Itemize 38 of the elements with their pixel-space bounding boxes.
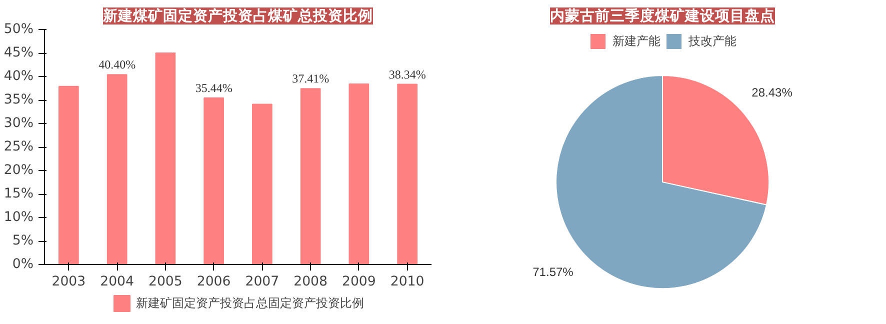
bar — [252, 104, 272, 264]
x-tick-label: 2006 — [196, 274, 231, 290]
y-tick-label: 40% — [4, 69, 34, 84]
x-tick-label: 2003 — [52, 274, 86, 290]
legend-label: 技改产能 — [688, 32, 736, 50]
bar — [58, 86, 79, 264]
y-tick-label: 30% — [4, 116, 34, 131]
chart-title: 新建煤矿固定资产投资占煤矿总投资比例 — [102, 6, 373, 24]
legend-label: 新建矿固定资产投资占总固定资产投资比例 — [136, 294, 364, 312]
legend-label: 新建产能 — [612, 32, 660, 50]
data-label: 38.34% — [388, 67, 426, 82]
x-tick-label: 2010 — [390, 274, 424, 290]
x-tick-label: 2005 — [148, 274, 182, 290]
data-label: 40.40% — [98, 58, 136, 72]
y-tick-label: 50% — [4, 22, 34, 37]
y-tick-label: 45% — [4, 46, 34, 60]
data-label: 28.43% — [752, 85, 793, 100]
bar — [204, 97, 224, 264]
bar — [300, 88, 321, 264]
x-tick-label: 2008 — [294, 274, 328, 290]
bar — [348, 84, 370, 264]
y-tick-label: 25% — [4, 140, 34, 154]
y-tick-label: 5% — [12, 234, 34, 248]
x-tick-label: 2007 — [245, 274, 280, 290]
y-tick-label: 10% — [4, 210, 34, 225]
data-label: 35.44% — [195, 80, 232, 95]
chart-title: 内蒙古前三季度煤矿建设项目盘点 — [550, 6, 775, 24]
bar — [155, 52, 176, 264]
y-tick-label: 20% — [4, 163, 34, 178]
y-tick-label: 15% — [4, 186, 34, 202]
bar — [106, 74, 128, 264]
data-label: 37.41% — [292, 72, 330, 86]
x-tick-label: 2009 — [342, 274, 376, 290]
y-tick-label: 0% — [12, 257, 34, 272]
bar — [397, 84, 418, 264]
x-tick-label: 2004 — [100, 274, 134, 290]
data-label: 71.57% — [532, 264, 574, 279]
y-tick-label: 35% — [4, 92, 34, 108]
